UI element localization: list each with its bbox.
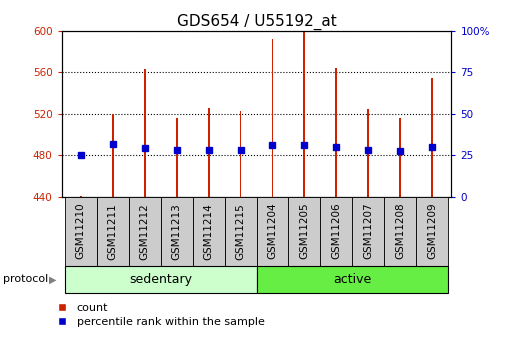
Bar bbox=[431, 78, 433, 197]
Bar bbox=[321, 197, 352, 266]
Text: sedentary: sedentary bbox=[129, 273, 192, 286]
Bar bbox=[352, 197, 384, 266]
Bar bbox=[367, 109, 369, 197]
Text: active: active bbox=[333, 273, 371, 286]
Text: GSM11208: GSM11208 bbox=[396, 203, 405, 259]
Text: GSM11206: GSM11206 bbox=[331, 203, 341, 259]
Legend: count, percentile rank within the sample: count, percentile rank within the sample bbox=[57, 302, 265, 327]
Bar bbox=[416, 197, 448, 266]
Text: protocol: protocol bbox=[3, 275, 48, 284]
Text: GSM11214: GSM11214 bbox=[204, 203, 213, 259]
Bar bbox=[65, 197, 97, 266]
Text: GSM11211: GSM11211 bbox=[108, 203, 117, 259]
Text: GSM11204: GSM11204 bbox=[267, 203, 278, 259]
Text: ▶: ▶ bbox=[49, 275, 56, 284]
Bar bbox=[80, 196, 82, 197]
Text: GSM11209: GSM11209 bbox=[427, 203, 437, 259]
Bar bbox=[288, 197, 321, 266]
Bar bbox=[175, 118, 177, 197]
Bar bbox=[144, 69, 146, 197]
Bar bbox=[161, 197, 192, 266]
Bar bbox=[271, 39, 273, 197]
Bar bbox=[97, 197, 129, 266]
Text: GSM11210: GSM11210 bbox=[76, 203, 86, 259]
Text: GSM11213: GSM11213 bbox=[172, 203, 182, 259]
Bar bbox=[240, 111, 242, 197]
Bar bbox=[192, 197, 225, 266]
Bar bbox=[304, 31, 305, 197]
Bar bbox=[112, 114, 114, 197]
Bar bbox=[225, 197, 256, 266]
Bar bbox=[336, 68, 338, 197]
Bar bbox=[129, 197, 161, 266]
Bar bbox=[65, 266, 256, 293]
Text: GSM11215: GSM11215 bbox=[235, 203, 246, 259]
Bar bbox=[208, 108, 209, 197]
Bar bbox=[256, 266, 448, 293]
Bar bbox=[256, 197, 288, 266]
Bar bbox=[399, 118, 401, 197]
Bar bbox=[384, 197, 416, 266]
Text: GSM11207: GSM11207 bbox=[363, 203, 373, 259]
Text: GSM11205: GSM11205 bbox=[300, 203, 309, 259]
Title: GDS654 / U55192_at: GDS654 / U55192_at bbox=[176, 13, 337, 30]
Text: GSM11212: GSM11212 bbox=[140, 203, 150, 259]
